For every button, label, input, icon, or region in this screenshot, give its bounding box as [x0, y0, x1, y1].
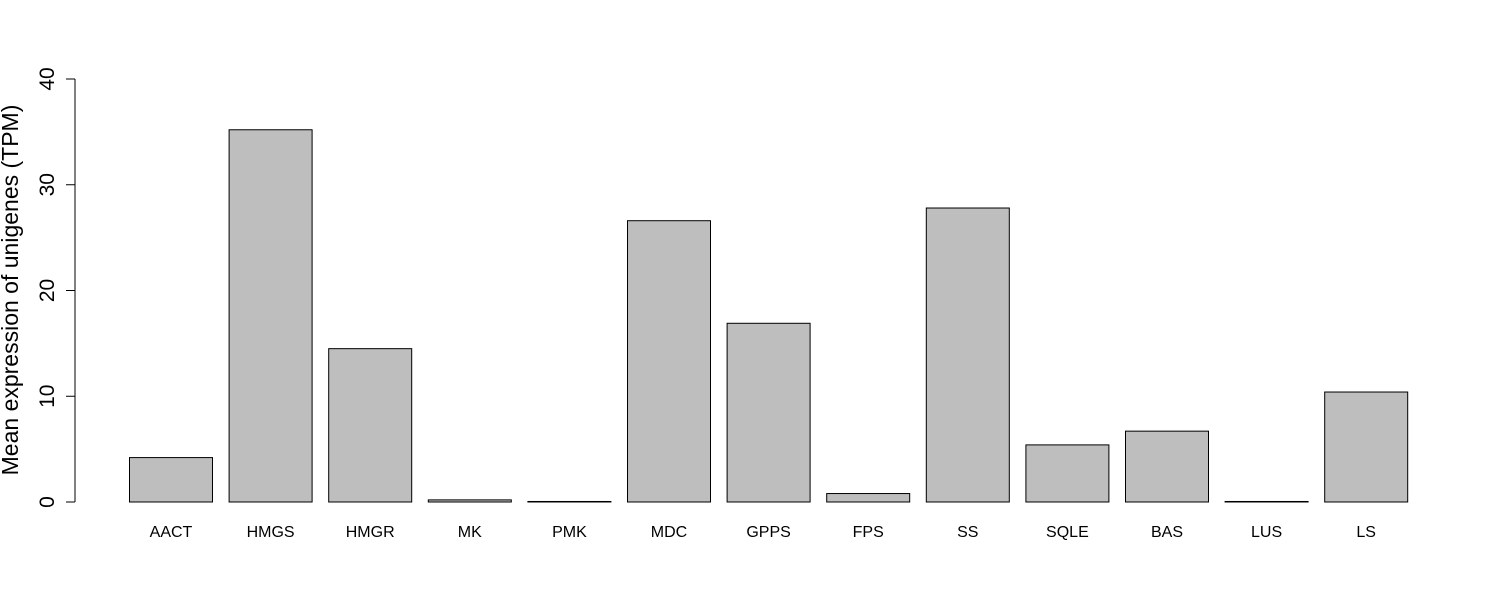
- bar-fps: [826, 493, 911, 503]
- bar-ls: [1324, 391, 1409, 503]
- x-tick-label-lus: LUS: [1251, 524, 1282, 541]
- bar-sqle: [1025, 444, 1110, 503]
- x-tick-labels: AACT HMGS HMGR MK PMK MDC GPPS FPS SS SQLE BAS LUS L…: [150, 524, 1376, 541]
- x-tick-label-bas: BAS: [1151, 524, 1183, 541]
- y-axis: 0 10 20 30 40: [36, 67, 76, 508]
- bar-gpps: [726, 322, 811, 503]
- y-tick-label: 30: [36, 173, 59, 196]
- x-tick-label-fps: FPS: [853, 524, 884, 541]
- x-tick-label-pmk: PMK: [552, 524, 587, 541]
- x-tick-label-sqle: SQLE: [1046, 524, 1089, 541]
- y-tick-label: 40: [36, 67, 59, 90]
- bar-hmgs: [228, 129, 313, 503]
- x-tick-label-hmgr: HMGR: [346, 524, 395, 541]
- y-axis-title: Mean expression of unigenes (TPM): [0, 105, 23, 476]
- bar-pmk: [527, 500, 612, 503]
- x-tick-label-hmgs: HMGS: [247, 524, 295, 541]
- x-tick-label-aact: AACT: [150, 524, 193, 541]
- x-tick-label-mk: MK: [458, 524, 482, 541]
- bar-hmgr: [328, 348, 413, 503]
- bar-mk: [427, 499, 512, 503]
- x-tick-label-ls: LS: [1356, 524, 1376, 541]
- y-tick-label: 10: [36, 385, 59, 408]
- bar-bas: [1125, 430, 1209, 503]
- bar-lus: [1224, 500, 1309, 503]
- bar-ss: [925, 207, 1010, 503]
- bar-aact: [129, 457, 213, 503]
- x-tick-label-gpps: GPPS: [746, 524, 790, 541]
- x-tick-label-ss: SS: [957, 524, 978, 541]
- y-tick-label: 0: [36, 496, 59, 508]
- bars-group: [129, 129, 1409, 503]
- y-tick-label: 20: [36, 279, 59, 302]
- bar-mdc: [627, 220, 711, 503]
- x-tick-label-mdc: MDC: [651, 524, 687, 541]
